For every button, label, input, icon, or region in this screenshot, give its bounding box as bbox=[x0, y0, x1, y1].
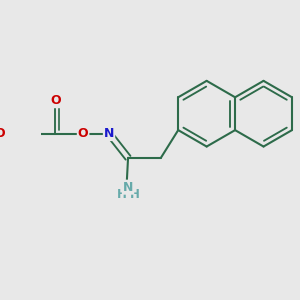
Text: N: N bbox=[123, 181, 133, 194]
Text: O: O bbox=[0, 127, 5, 140]
Text: H: H bbox=[130, 188, 140, 201]
Text: O: O bbox=[78, 127, 88, 140]
Text: N: N bbox=[104, 127, 114, 140]
Text: H: H bbox=[117, 188, 127, 201]
Text: O: O bbox=[50, 94, 61, 107]
